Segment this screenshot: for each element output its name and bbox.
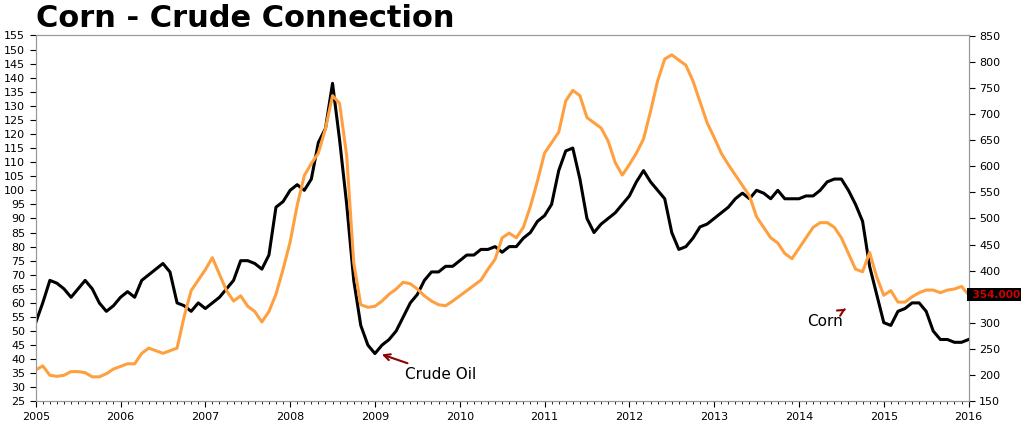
Text: Crude Oil: Crude Oil — [384, 354, 476, 382]
Text: 354.000: 354.000 — [969, 290, 1020, 300]
Text: Corn - Crude Connection: Corn - Crude Connection — [36, 4, 455, 33]
Text: Corn: Corn — [808, 309, 845, 328]
